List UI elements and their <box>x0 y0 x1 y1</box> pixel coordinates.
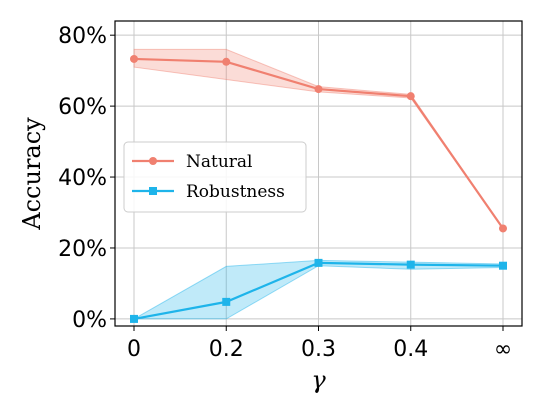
y-tick-label: 0% <box>72 308 107 333</box>
x-tick-label: 0.4 <box>393 337 428 362</box>
legend-swatch-marker-robustness <box>149 187 157 195</box>
x-tick-label: 0.2 <box>209 337 244 362</box>
robustness-point <box>406 260 415 269</box>
natural-point <box>130 54 138 63</box>
y-tick-label: 40% <box>58 166 107 191</box>
y-tick-label: 60% <box>58 95 107 120</box>
robustness-point <box>314 258 323 267</box>
robustness-point <box>222 297 231 306</box>
x-tick-label: ∞ <box>494 337 512 362</box>
natural-point <box>406 92 415 101</box>
natural-point <box>499 224 507 233</box>
x-ticks: 0 0.2 0.3 0.4 ∞ <box>127 326 512 362</box>
natural-point <box>222 57 231 66</box>
y-axis-label: Accuracy <box>18 117 46 231</box>
legend: Natural Robustness <box>123 141 307 213</box>
x-tick-label: 0 <box>127 337 141 362</box>
x-tick-label: 0.3 <box>301 337 336 362</box>
robustness-point <box>130 314 138 323</box>
y-tick-label: 80% <box>58 24 107 49</box>
robustness-point <box>499 261 507 270</box>
legend-label-natural: Natural <box>186 152 253 172</box>
y-tick-label: 20% <box>58 237 107 262</box>
series-markers <box>130 54 507 323</box>
natural-point <box>314 85 323 94</box>
legend-swatch-marker-natural <box>149 157 157 165</box>
x-axis-label: γ <box>311 366 326 394</box>
legend-label-robustness: Robustness <box>186 182 285 202</box>
legend-box <box>123 141 307 213</box>
y-ticks: 0% 20% 40% 60% 80% <box>58 24 115 333</box>
grid <box>115 21 522 326</box>
